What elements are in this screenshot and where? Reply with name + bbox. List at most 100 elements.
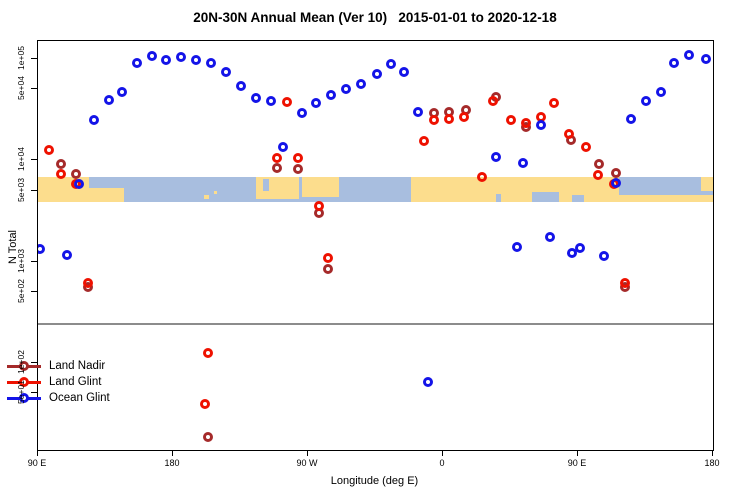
map-band-land [701,177,713,191]
y-tick [31,58,37,59]
y-tick [31,291,37,293]
y-tick [31,88,37,90]
legend-label: Ocean Glint [49,392,110,404]
x-axis-title: Longitude (deg E) [330,475,419,487]
data-point [271,162,282,173]
data-point [372,69,382,80]
data-point [235,81,246,92]
data-point [669,58,679,69]
map-band-land [82,188,124,202]
y-tick-label: 5e+02 [16,279,26,304]
y-tick [31,159,37,161]
data-point [292,152,303,163]
legend-ring [19,393,29,403]
legend-label: Land Glint [49,376,102,388]
data-point [73,178,84,189]
x-tick [172,450,173,456]
data-point [564,129,574,140]
data-point [544,231,555,242]
map-band-ocean-notch [532,192,559,202]
data-point [574,243,585,254]
x-tick [442,450,443,456]
data-point [625,114,636,125]
data-point [313,201,324,212]
data-point [640,95,651,106]
data-point [175,51,186,62]
data-point [355,78,366,89]
data-point [517,158,528,169]
data-point [610,177,621,188]
y-tick [31,361,37,363]
data-point [55,169,66,180]
data-point [132,58,142,69]
x-tick-label: 180 [164,458,180,468]
map-band-land [204,195,209,199]
separator-line [38,323,713,326]
data-point [310,97,321,108]
data-point [250,93,261,104]
legend-label: Land Nadir [49,360,106,372]
legend-marker [7,374,41,390]
legend: Land Nadir Land Glint Ocean Glint [7,358,110,406]
data-point [567,247,577,258]
data-point [444,114,454,125]
data-point [423,376,433,387]
y-tick [31,392,37,394]
data-point [385,59,396,70]
data-point [160,54,171,65]
legend-item: Land Glint [7,374,110,390]
data-point [594,158,604,169]
x-tick-label: 90 W [296,458,318,468]
data-point [271,152,282,163]
data-point [418,136,429,147]
legend-ring [19,377,29,387]
y-tick-label: 5e+04 [16,76,26,101]
legend-item: Ocean Glint [7,390,110,406]
data-point [55,158,66,169]
data-point [520,117,531,128]
x-tick-label: 180 [704,458,720,468]
map-band-ocean-notch [263,179,269,191]
y-tick [31,189,37,191]
data-point [619,277,630,288]
data-point [322,264,333,275]
data-point [117,87,127,98]
data-point [580,142,591,153]
y-tick-label: 5e+03 [16,177,26,202]
data-point [103,95,114,106]
data-point [38,244,45,255]
data-point [297,107,307,118]
x-tick [37,450,38,456]
legend-ring [19,361,29,371]
legend-item: Land Nadir [7,358,110,374]
x-tick-label: 0 [439,458,445,468]
data-point [700,54,711,64]
data-point [592,169,603,180]
data-point [412,106,423,117]
data-point [655,87,666,98]
data-point [490,151,501,162]
map-band-land [214,191,217,194]
x-tick [577,450,578,456]
data-point [43,145,54,156]
map-band-land [619,195,713,202]
data-point [147,51,157,62]
data-point [340,83,351,94]
data-point [220,67,231,78]
data-point [265,95,276,106]
map-band-ocean-notch [572,195,584,202]
data-point [325,90,336,101]
chart-title: 20N-30N Annual Mean (Ver 10) 2015-01-01 … [193,10,557,25]
data-point [277,142,288,153]
map-band-ocean-notch [496,194,501,202]
data-point [70,169,81,180]
data-point [399,67,409,78]
data-point [82,277,93,288]
x-tick-label: 90 E [567,458,587,468]
data-point [199,399,210,410]
x-tick-label: 90 E [27,458,47,468]
data-point [190,54,201,65]
data-point [549,97,559,108]
plot-area [37,40,714,451]
